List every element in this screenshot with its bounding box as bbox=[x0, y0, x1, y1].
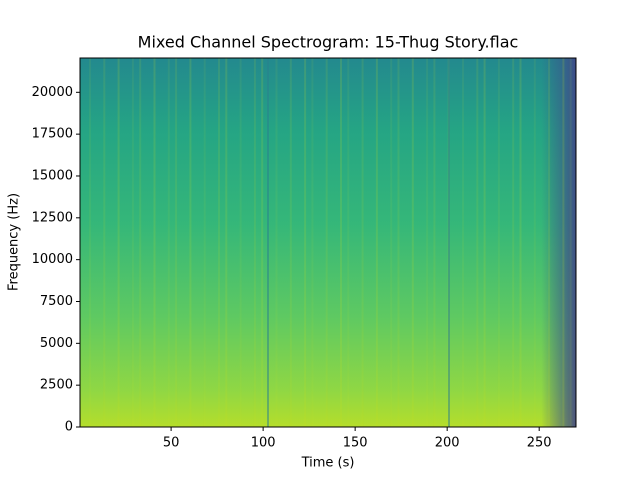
x-tick-label: 50 bbox=[163, 436, 180, 451]
y-tick-label: 10000 bbox=[32, 252, 73, 267]
y-axis-label: Frequency (Hz) bbox=[7, 193, 22, 291]
spectrogram-fade bbox=[80, 58, 576, 427]
x-tick-label: 200 bbox=[435, 436, 460, 451]
x-tick-label: 100 bbox=[251, 436, 276, 451]
x-tick-label: 250 bbox=[527, 436, 552, 451]
y-tick-label: 0 bbox=[65, 420, 73, 435]
plot-frame bbox=[79, 57, 577, 428]
y-tick-label: 15000 bbox=[32, 168, 73, 183]
y-tick-label: 2500 bbox=[40, 378, 73, 393]
y-tick-label: 12500 bbox=[32, 210, 73, 225]
y-tick-label: 17500 bbox=[32, 127, 73, 142]
y-tick-label: 7500 bbox=[40, 294, 73, 309]
x-axis-label: Time (s) bbox=[301, 456, 355, 471]
chart-title: Mixed Channel Spectrogram: 15-Thug Story… bbox=[138, 33, 519, 52]
y-tick-label: 20000 bbox=[32, 85, 73, 100]
x-tick-label: 150 bbox=[343, 436, 368, 451]
y-tick-label: 5000 bbox=[40, 336, 73, 351]
